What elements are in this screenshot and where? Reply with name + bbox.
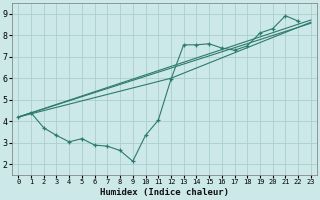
X-axis label: Humidex (Indice chaleur): Humidex (Indice chaleur) (100, 188, 229, 197)
